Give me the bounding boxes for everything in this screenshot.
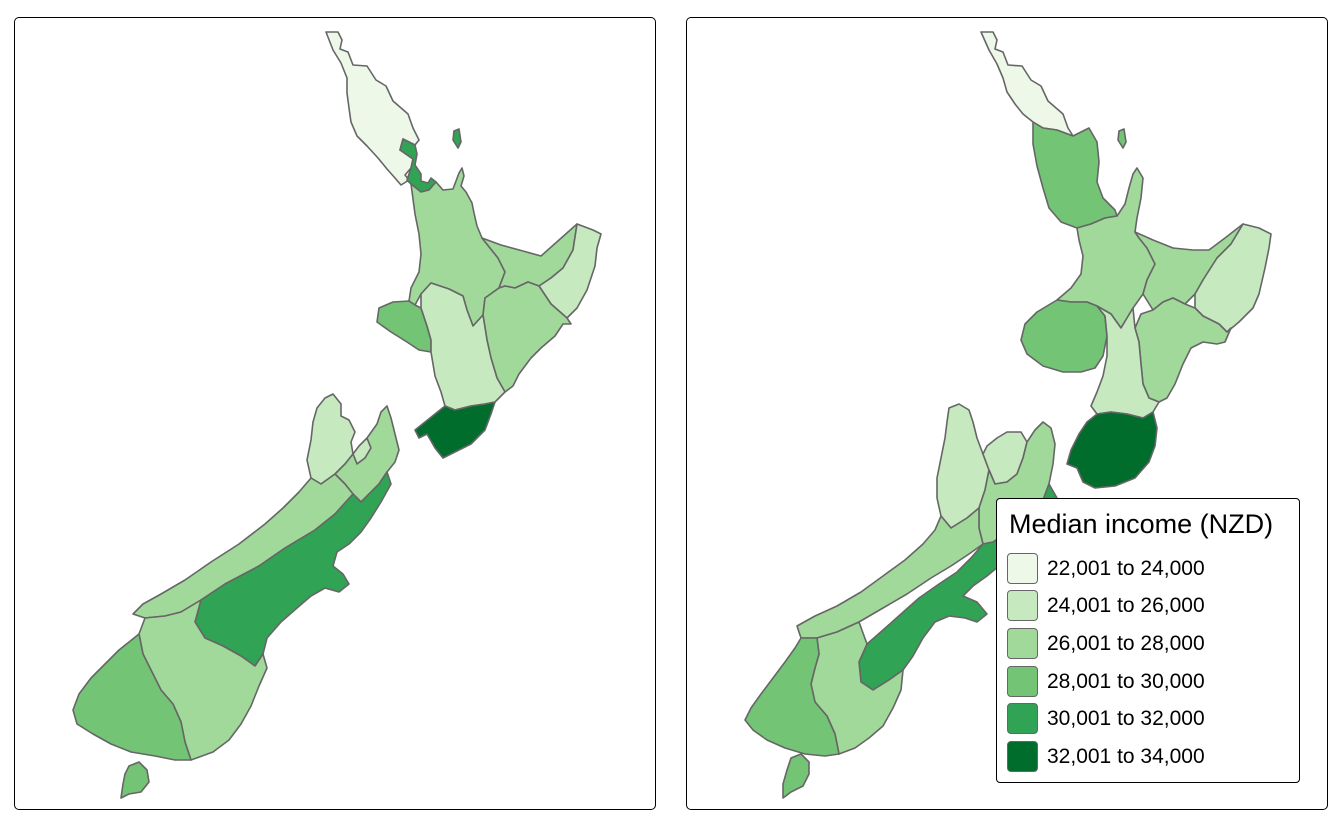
legend-label: 24,001 to 26,000: [1047, 594, 1205, 617]
map-left: Northland Auckland Waikato Bay of Plenty…: [72, 31, 602, 799]
legend-label: 28,001 to 30,000: [1047, 670, 1205, 693]
legend-label: 30,001 to 32,000: [1047, 707, 1205, 730]
region-southland: Southland: [744, 637, 840, 757]
legend-swatch: [1007, 666, 1038, 697]
map-legend: Median income (NZD) 22,001 to 24,000 24,…: [996, 498, 1300, 783]
region-stewart-island: Stewart Island: [782, 753, 810, 799]
legend-swatch: [1007, 703, 1038, 734]
legend-item: 26,001 to 28,000: [1007, 628, 1287, 660]
region-wellington: Wellington: [1066, 411, 1158, 489]
legend-swatch: [1007, 590, 1038, 621]
region-northland: Northland: [325, 31, 420, 186]
legend-label: 22,001 to 24,000: [1047, 557, 1205, 580]
legend-item: 22,001 to 24,000: [1007, 553, 1287, 585]
region-auckland: Auckland: [1032, 121, 1127, 229]
region-southland: Southland: [72, 633, 192, 761]
legend-swatch: [1007, 628, 1038, 659]
region-gisborne: Gisborne: [538, 223, 602, 319]
legend-title: Median income (NZD): [1009, 509, 1274, 539]
region-taranaki: Taranaki: [1020, 299, 1108, 373]
region-stewart-island: Stewart Island: [120, 761, 150, 799]
region-northland: Northland: [980, 31, 1074, 137]
map-panel-left: Northland Auckland Waikato Bay of Plenty…: [14, 17, 656, 810]
legend-label: 32,001 to 34,000: [1047, 745, 1205, 768]
legend-label: 26,001 to 28,000: [1047, 632, 1205, 655]
legend-item: 30,001 to 32,000: [1007, 703, 1287, 735]
legend-item: 32,001 to 34,000: [1007, 741, 1287, 773]
legend-item: 24,001 to 26,000: [1007, 590, 1287, 622]
region-hawkes-bay: Hawke's Bay: [482, 281, 572, 393]
legend-swatch: [1007, 553, 1038, 584]
region-gisborne: Gisborne: [1194, 223, 1272, 333]
region-canterbury: Canterbury: [194, 471, 392, 667]
legend-swatch: [1007, 741, 1038, 772]
region-wellington: Wellington: [414, 401, 496, 459]
legend-item: 28,001 to 30,000: [1007, 666, 1287, 698]
